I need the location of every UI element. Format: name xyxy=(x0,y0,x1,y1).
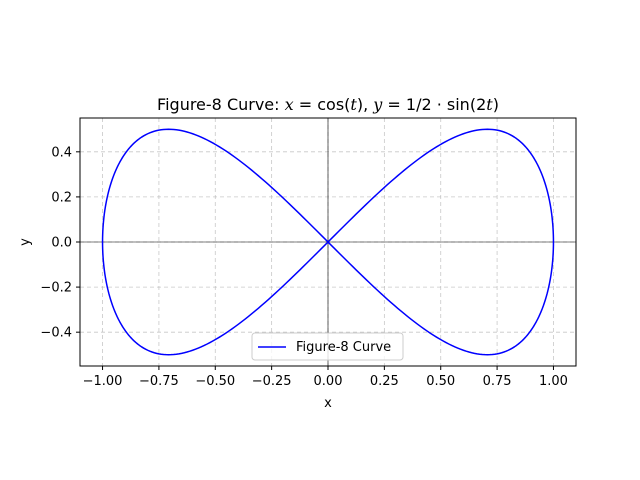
x-axis-ticks: −1.00 −0.75 −0.50 −0.25 0.00 0.25 0.50 0.75 1.00 xyxy=(83,366,568,389)
legend-label: Figure-8 Curve xyxy=(296,340,391,355)
x-tick-label: 0.25 xyxy=(370,374,399,389)
series-line-figure-8-curve xyxy=(101,128,555,356)
series-layer xyxy=(101,128,555,356)
x-tick-label: 0.75 xyxy=(483,374,512,389)
x-tick-label: 0.50 xyxy=(426,374,455,389)
y-tick-label: 0.4 xyxy=(51,145,72,160)
y-tick-label: −0.2 xyxy=(40,281,72,296)
x-tick-label: −0.75 xyxy=(139,374,179,389)
y-tick-label: 0.0 xyxy=(51,236,72,251)
y-axis-label: y xyxy=(18,238,33,246)
x-tick-label: −0.50 xyxy=(195,374,235,389)
chart-title: Figure-8 Curve: x = cos(t), y = 1/2 · si… xyxy=(157,95,499,114)
legend-box xyxy=(251,332,404,361)
y-tick-label: 0.2 xyxy=(51,190,72,205)
x-tick-label: 1.00 xyxy=(539,374,568,389)
legend: Figure-8 Curve xyxy=(251,332,404,361)
x-tick-label: −1.00 xyxy=(83,374,123,389)
y-axis-ticks: −0.4 −0.2 0.0 0.2 0.4 xyxy=(40,145,80,341)
x-tick-label: −0.25 xyxy=(252,374,292,389)
y-tick-label: −0.4 xyxy=(40,326,72,341)
x-tick-label: 0.00 xyxy=(314,374,343,389)
x-axis-label: x xyxy=(324,396,332,411)
